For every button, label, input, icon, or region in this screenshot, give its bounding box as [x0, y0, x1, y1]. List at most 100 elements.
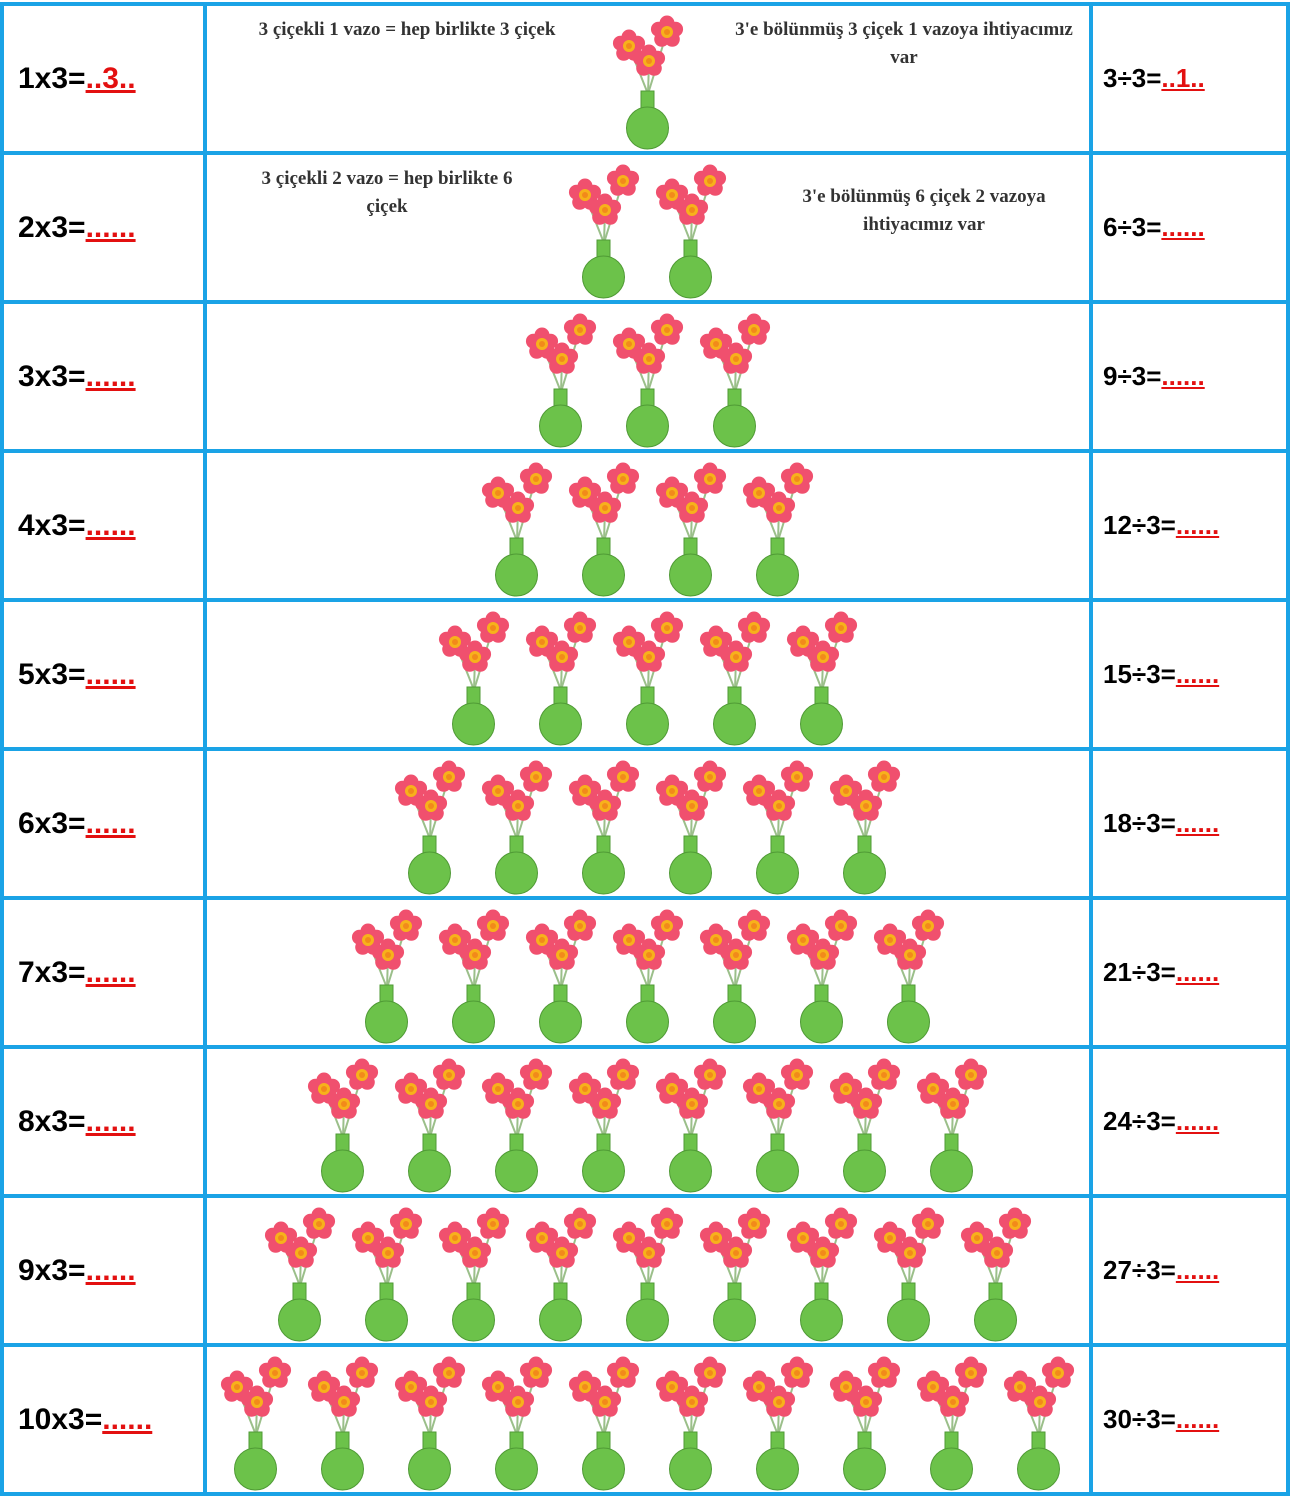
division: 12÷3= [1103, 510, 1176, 540]
flower-vase [699, 611, 770, 746]
answer-blank: ...... [85, 1253, 136, 1287]
flower-vase [438, 611, 509, 746]
vases [351, 909, 944, 1044]
flower-vase [568, 1356, 640, 1491]
vases [307, 1058, 988, 1193]
answer-blank: ...... [1175, 659, 1220, 689]
picture-cell: 3 çiçekli 2 vazo = hep birlikte 6 çiçek 3… [207, 155, 1089, 300]
right-cell: 27÷3=...... [1093, 1198, 1286, 1343]
flower-vase [568, 164, 640, 299]
multiplication: 5x3= [18, 657, 86, 691]
picture-cell [207, 602, 1089, 747]
flower-vase [829, 1356, 901, 1491]
division: 15÷3= [1103, 659, 1176, 689]
flower-vase [351, 1207, 422, 1342]
answer-blank: ...... [1175, 957, 1220, 987]
flower-vase [307, 1356, 379, 1491]
flower-vase [1003, 1356, 1075, 1491]
right-cell: 12÷3=...... [1093, 453, 1286, 598]
flower-vase [873, 909, 944, 1044]
picture-cell [207, 751, 1089, 896]
flower-vase [481, 760, 553, 895]
flower-vase [264, 1207, 335, 1342]
flower-vase [438, 909, 509, 1044]
flower-vase [307, 1058, 379, 1193]
vases [481, 462, 814, 597]
multiplication: 2x3= [18, 210, 86, 244]
answer-blank: ...... [85, 210, 136, 244]
answer-blank: ...... [85, 806, 136, 840]
division: 18÷3= [1103, 808, 1176, 838]
left-cell: 9x3=...... [4, 1198, 203, 1343]
division: 27÷3= [1103, 1255, 1176, 1285]
picture-cell [207, 900, 1089, 1045]
multiplication: 9x3= [18, 1253, 86, 1287]
flower-vase [394, 760, 466, 895]
flower-vase [786, 1207, 857, 1342]
flower-vase [525, 1207, 596, 1342]
flower-vase [742, 760, 814, 895]
flower-vase [438, 1207, 509, 1342]
flower-vase [655, 1356, 727, 1491]
flower-vase [612, 1207, 683, 1342]
multiplication: 1x3= [18, 61, 86, 95]
answer-blank: ...... [85, 359, 136, 393]
flower-vase [873, 1207, 944, 1342]
flower-vase [612, 15, 683, 150]
picture-cell [207, 453, 1089, 598]
division: 3÷3= [1103, 63, 1162, 93]
left-cell: 4x3=...... [4, 453, 203, 598]
answer-blank: ...... [1161, 361, 1205, 391]
multiplication: 7x3= [18, 955, 86, 989]
flower-vase [786, 611, 857, 746]
division: 21÷3= [1103, 957, 1176, 987]
flower-vase [525, 611, 596, 746]
multiplication: 8x3= [18, 1104, 86, 1138]
multiplication: 3x3= [18, 359, 86, 393]
flower-vase [655, 164, 727, 299]
flower-vase [394, 1058, 466, 1193]
flower-vase [655, 1058, 727, 1193]
multiplication: 6x3= [18, 806, 86, 840]
answer-blank: ...... [85, 508, 136, 542]
answer-blank: ...... [85, 955, 136, 989]
flower-vase [612, 313, 683, 448]
flower-vase [829, 1058, 901, 1193]
flower-vase [568, 462, 640, 597]
left-cell: 1x3= ..3.. [4, 6, 203, 151]
right-cell: 30÷3=...... [1093, 1347, 1286, 1492]
left-cell: 3x3=...... [4, 304, 203, 449]
answer-blank: ...... [102, 1402, 153, 1436]
picture-cell: 3 çiçekli 1 vazo = hep birlikte 3 çiçek 3… [207, 6, 1089, 151]
answer-blank: ...... [1161, 212, 1205, 242]
vases [394, 760, 901, 895]
picture-cell [207, 1347, 1089, 1492]
flower-vase [960, 1207, 1031, 1342]
picture-cell [207, 1049, 1089, 1194]
flower-vase [786, 909, 857, 1044]
right-cell: 15÷3=...... [1093, 602, 1286, 747]
answer-blank: ...... [1175, 510, 1220, 540]
note: 3'e bölünmüş 3 çiçek 1 vazoya ihtiyacımı… [735, 19, 1073, 68]
vases [525, 313, 770, 448]
division: 24÷3= [1103, 1106, 1176, 1136]
flower-vase [612, 909, 683, 1044]
flower-vase [742, 1356, 814, 1491]
flower-vase [916, 1356, 988, 1491]
answer-blank: ...... [1175, 808, 1220, 838]
picture-cell [207, 1198, 1089, 1343]
division: 9÷3= [1103, 361, 1162, 391]
flower-vase [394, 1356, 466, 1491]
answer-blank: ...... [1175, 1106, 1220, 1136]
right-cell: 9÷3=...... [1093, 304, 1286, 449]
flower-vase [481, 462, 553, 597]
vases [612, 15, 683, 150]
flower-vase [525, 909, 596, 1044]
left-cell: 10x3=...... [4, 1347, 203, 1492]
flower-vase [220, 1356, 292, 1491]
vases [220, 1356, 1075, 1491]
right-cell: 18÷3=...... [1093, 751, 1286, 896]
picture-cell [207, 304, 1089, 449]
flower-vase [351, 909, 422, 1044]
